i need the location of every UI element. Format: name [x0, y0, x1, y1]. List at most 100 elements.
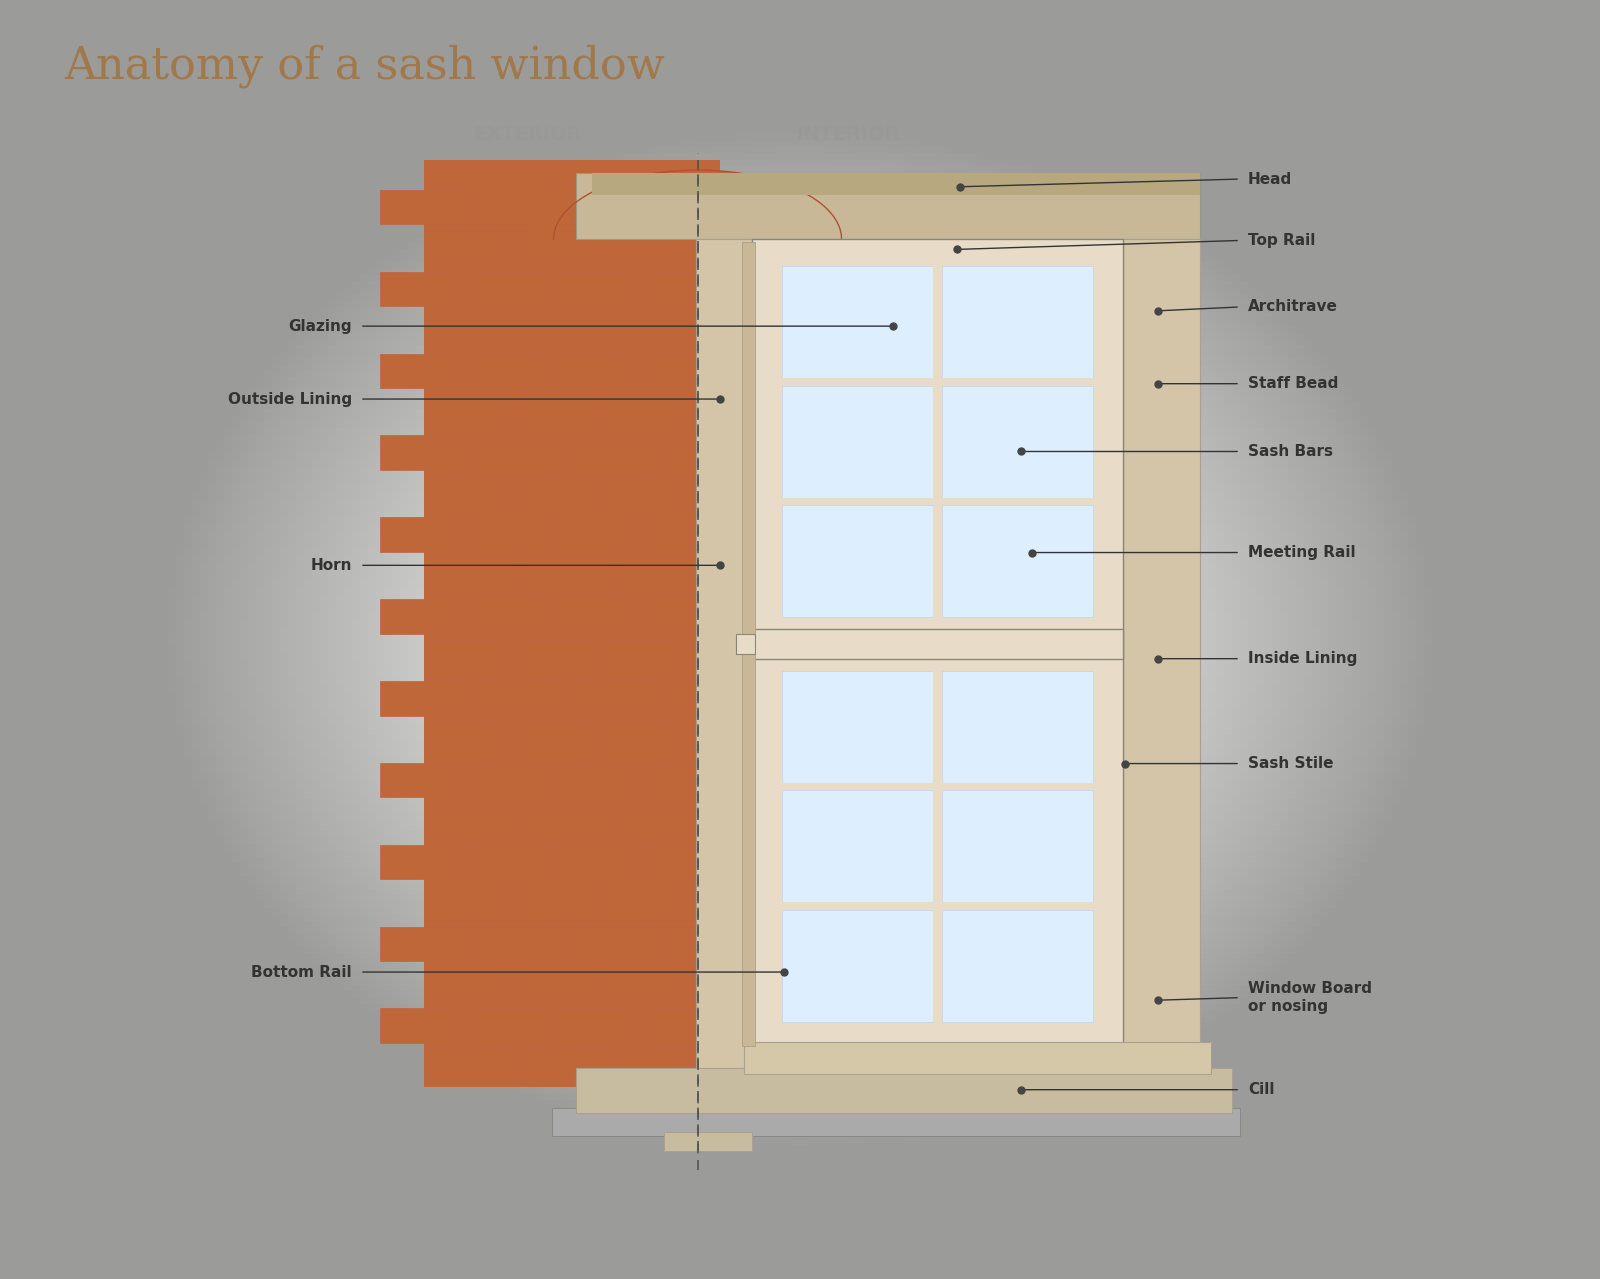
- FancyBboxPatch shape: [942, 911, 1093, 1022]
- Text: Cill: Cill: [1248, 1082, 1275, 1097]
- Text: Meeting Rail: Meeting Rail: [1248, 545, 1355, 560]
- Text: Glazing: Glazing: [288, 318, 352, 334]
- Bar: [469, 599, 547, 633]
- Bar: [605, 885, 685, 921]
- Bar: [557, 353, 637, 388]
- Bar: [381, 926, 467, 962]
- Bar: [469, 517, 547, 551]
- Bar: [381, 1008, 461, 1044]
- Bar: [557, 599, 637, 633]
- Bar: [573, 926, 661, 962]
- Bar: [573, 435, 661, 469]
- Text: Horn: Horn: [310, 558, 352, 573]
- Bar: [525, 803, 611, 839]
- Text: EXTERIOR: EXTERIOR: [474, 125, 582, 143]
- FancyBboxPatch shape: [942, 671, 1093, 783]
- Bar: [429, 312, 515, 347]
- Bar: [643, 271, 717, 306]
- Bar: [643, 844, 717, 880]
- Bar: [477, 680, 563, 715]
- Bar: [429, 640, 509, 674]
- Bar: [605, 476, 685, 510]
- Text: Sash Bars: Sash Bars: [1248, 444, 1333, 459]
- Bar: [691, 885, 717, 921]
- Bar: [381, 271, 461, 306]
- FancyBboxPatch shape: [778, 498, 1098, 505]
- Text: Architrave: Architrave: [1248, 299, 1338, 315]
- FancyBboxPatch shape: [742, 242, 755, 1046]
- Bar: [381, 189, 467, 224]
- FancyBboxPatch shape: [782, 790, 933, 903]
- Bar: [381, 517, 461, 551]
- Bar: [605, 394, 685, 428]
- Text: Staff Bead: Staff Bead: [1248, 376, 1338, 391]
- Bar: [469, 762, 547, 798]
- Bar: [669, 926, 717, 962]
- Bar: [429, 558, 515, 592]
- Bar: [669, 189, 717, 224]
- FancyBboxPatch shape: [778, 379, 1098, 386]
- Bar: [469, 271, 547, 306]
- Bar: [381, 599, 461, 633]
- Text: Head: Head: [1248, 171, 1293, 187]
- Bar: [469, 844, 547, 880]
- FancyBboxPatch shape: [552, 1108, 1240, 1136]
- Bar: [515, 476, 595, 510]
- Bar: [381, 435, 467, 469]
- FancyBboxPatch shape: [752, 629, 1123, 660]
- Bar: [605, 721, 685, 756]
- Bar: [429, 1049, 515, 1085]
- FancyBboxPatch shape: [778, 903, 1098, 911]
- Bar: [643, 1008, 717, 1044]
- Bar: [525, 312, 611, 347]
- FancyBboxPatch shape: [744, 1042, 1211, 1074]
- Text: Inside Lining: Inside Lining: [1248, 651, 1357, 666]
- Bar: [515, 967, 595, 1003]
- FancyBboxPatch shape: [782, 671, 933, 783]
- Bar: [605, 164, 685, 183]
- Bar: [429, 721, 509, 756]
- Bar: [557, 1008, 637, 1044]
- Bar: [429, 476, 509, 510]
- Bar: [621, 312, 707, 347]
- Bar: [691, 476, 717, 510]
- Text: Anatomy of a sash window: Anatomy of a sash window: [64, 45, 666, 88]
- Bar: [477, 926, 563, 962]
- FancyBboxPatch shape: [942, 505, 1093, 618]
- FancyBboxPatch shape: [576, 173, 1200, 239]
- Bar: [381, 844, 461, 880]
- Bar: [621, 558, 707, 592]
- Bar: [469, 1008, 547, 1044]
- Bar: [691, 967, 717, 1003]
- FancyBboxPatch shape: [424, 160, 720, 1087]
- Bar: [605, 230, 685, 265]
- FancyBboxPatch shape: [576, 1068, 1232, 1113]
- FancyBboxPatch shape: [942, 386, 1093, 498]
- Bar: [605, 640, 685, 674]
- Bar: [621, 803, 707, 839]
- FancyBboxPatch shape: [752, 645, 1123, 1049]
- Text: Bottom Rail: Bottom Rail: [251, 964, 352, 980]
- Bar: [669, 435, 717, 469]
- Bar: [515, 394, 595, 428]
- Bar: [643, 762, 717, 798]
- FancyBboxPatch shape: [782, 386, 933, 498]
- Bar: [605, 967, 685, 1003]
- Bar: [557, 517, 637, 551]
- Bar: [429, 230, 509, 265]
- FancyBboxPatch shape: [933, 262, 942, 622]
- Bar: [429, 803, 515, 839]
- Bar: [525, 558, 611, 592]
- Bar: [643, 517, 717, 551]
- FancyBboxPatch shape: [782, 911, 933, 1022]
- FancyBboxPatch shape: [696, 239, 752, 1087]
- Bar: [381, 762, 461, 798]
- Text: Window Board
or nosing: Window Board or nosing: [1248, 981, 1373, 1014]
- Bar: [477, 435, 563, 469]
- Bar: [429, 885, 509, 921]
- Bar: [515, 640, 595, 674]
- Bar: [691, 164, 717, 183]
- Bar: [469, 353, 547, 388]
- Bar: [643, 599, 717, 633]
- Bar: [691, 721, 717, 756]
